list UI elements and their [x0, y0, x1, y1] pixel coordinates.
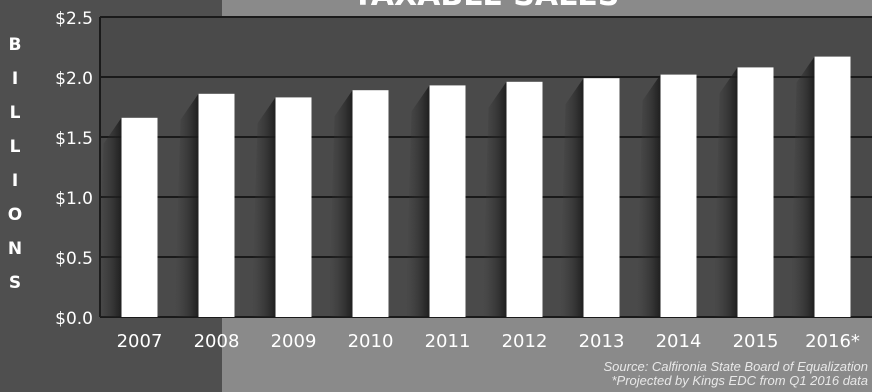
x-tick-label: 2009 [271, 331, 317, 352]
y-tick-label: $1.5 [55, 129, 93, 149]
source-line: Source: Calfironia State Board of Equali… [603, 359, 869, 374]
bar [506, 81, 543, 317]
x-tick-label: 2007 [117, 331, 163, 352]
bar-shadow [174, 93, 199, 317]
chart-title: TAXABLE SALES [353, 0, 620, 13]
bar-shadow [328, 90, 353, 317]
bar [121, 117, 158, 317]
y-axis-label-letter: S [8, 273, 22, 293]
x-tick-label: 2015 [733, 331, 779, 352]
y-axis-label-letter: L [9, 137, 21, 157]
y-tick-label: $0.0 [55, 309, 93, 329]
bar-shadow [251, 97, 276, 318]
bar [198, 93, 235, 317]
bar [737, 67, 774, 318]
bar [814, 56, 851, 317]
x-tick-label: 2008 [194, 331, 240, 352]
bar-shadow [790, 56, 815, 317]
bar [275, 97, 312, 318]
bar [583, 78, 620, 317]
bar [352, 90, 389, 317]
x-tick-label: 2014 [656, 331, 702, 352]
x-tick-label: 2016* [805, 331, 860, 352]
y-axis-label-letter: I [11, 171, 19, 191]
x-tick-label: 2012 [502, 331, 548, 352]
bar-shadow [97, 117, 122, 317]
y-tick-label: $2.5 [55, 9, 93, 29]
y-tick-label: $0.5 [55, 249, 93, 269]
projection-note: *Projected by Kings EDC from Q1 2016 dat… [611, 373, 868, 388]
y-axis-label-letter: I [11, 69, 19, 89]
bar-shadow [713, 67, 738, 318]
bars [97, 56, 851, 318]
x-tick-label: 2010 [348, 331, 394, 352]
bar-shadow [559, 78, 584, 317]
bar [660, 74, 697, 317]
x-tick-label: 2011 [425, 331, 471, 352]
x-tick-labels: 2007 2008 2009 2010 2011 2012 2013 2014 2015 2016… [117, 331, 860, 352]
y-tick-label: $1.0 [55, 189, 93, 209]
source-note: Source: Calfironia State Board of Equali… [604, 360, 869, 388]
y-axis-label-letter: B [8, 35, 22, 55]
x-tick-label: 2013 [579, 331, 625, 352]
y-axis-label-letter: L [9, 103, 21, 123]
y-tick-label: $2.0 [55, 69, 93, 89]
y-axis-label-letter: O [7, 205, 23, 225]
y-tick-labels: $0.0 $0.5 $1.0 $1.5 $2.0 $2.5 [55, 9, 93, 329]
bar-shadow [482, 81, 507, 317]
bar-shadow [405, 85, 430, 318]
bar-shadow [636, 74, 661, 317]
y-axis-label-letter: N [7, 239, 23, 259]
bar [429, 85, 466, 318]
